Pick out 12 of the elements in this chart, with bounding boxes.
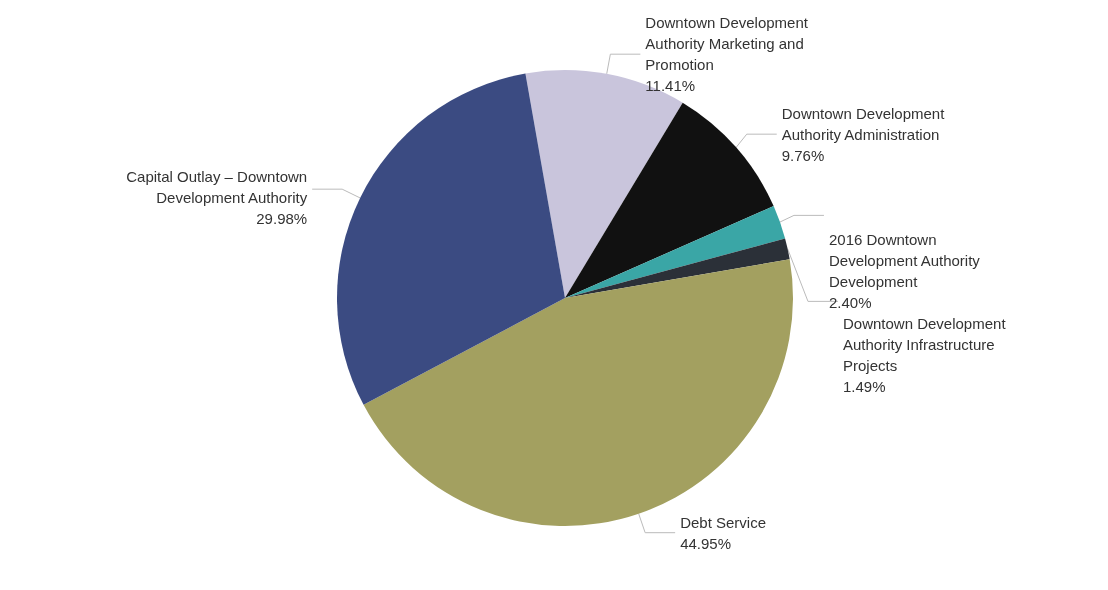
data-label: 2.40% <box>828 293 872 311</box>
data-label: 1.49% <box>842 377 886 395</box>
slice-label: Capital Outlay – Downtown Development Authority <box>126 167 308 206</box>
data-label: 44.95% <box>680 534 732 552</box>
slice-label: Downtown Development Authority Marketing and Promotion <box>645 14 813 74</box>
slice-label: Debt Service <box>680 513 767 531</box>
slice-label: 2016 Downtown Development Authority Development <box>828 230 985 290</box>
slice-label: Downtown Development Authority Infrastructure Projects <box>842 314 1010 374</box>
data-label: 29.98% <box>256 209 308 227</box>
slice-label: Downtown Development Authority Administration <box>781 104 949 143</box>
data-label: 11.41% <box>645 77 696 95</box>
data-label: 9.76% <box>781 146 825 164</box>
